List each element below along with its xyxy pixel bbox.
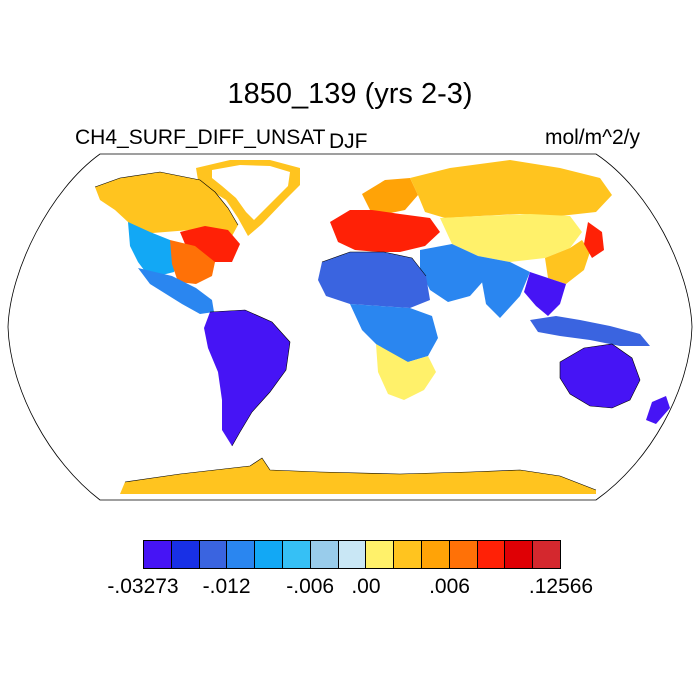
colorbar-box-10 [421, 541, 450, 568]
colorbar-box-1 [171, 541, 200, 568]
colorbar-label: -.03273 [107, 575, 179, 598]
region-south-america: South America [204, 310, 290, 446]
region-north-africa: North Africa [318, 252, 430, 308]
colorbar-label: .00 [351, 575, 381, 598]
region-north-america-boreal: North America (boreal) [95, 172, 238, 238]
region-japan-korea: Japan & Korea [584, 222, 604, 258]
region-scandinavia: Scandinavia [362, 178, 418, 214]
region-europe: Europe [330, 210, 440, 252]
region-southern-africa: Southern Africa [376, 344, 436, 400]
colorbar-box-2 [199, 541, 228, 568]
region-southeast-asia: Southeast Asia [524, 272, 566, 316]
colorbar-label: .006 [429, 575, 470, 598]
colorbar-box-7 [338, 541, 367, 568]
colorbar-box-5 [282, 541, 311, 568]
colorbar-box-8 [366, 541, 395, 568]
greenland-ice [212, 165, 290, 220]
region-china-east: China east [545, 240, 590, 284]
region-mexico-central-america: Mexico & Central America [138, 268, 214, 314]
region-indonesia: Indonesia [530, 316, 650, 346]
region-australia: Australia [560, 344, 640, 408]
season-label: DJF [329, 130, 368, 153]
region-central-asia: Central Asia [440, 214, 582, 262]
colorbar-box-14 [533, 541, 560, 568]
region-middle-east: Middle East [420, 244, 486, 302]
plot-title: 1850_139 (yrs 2-3) [227, 78, 473, 110]
region-western-us: Western US [128, 222, 180, 278]
colorbar-box-11 [449, 541, 478, 568]
colorbar-box-13 [505, 541, 534, 568]
colorbar-box-3 [227, 541, 256, 568]
units-label: mol/m^2/y [544, 126, 640, 149]
region-siberia: Siberia [410, 160, 612, 218]
colorbar-label: -.012 [202, 575, 251, 598]
coastlines [94, 171, 641, 491]
colorbar-box-0 [144, 541, 172, 568]
region-new-zealand: New Zealand [646, 396, 670, 424]
colorbar-label: -.006 [286, 575, 335, 598]
region-eastern-us: Eastern US [170, 240, 215, 284]
region-india: India [478, 256, 530, 318]
colorbar [143, 540, 561, 569]
colorbar-label: .12566 [528, 575, 594, 598]
colorbar-box-6 [310, 541, 339, 568]
variable-label: CH4_SURF_DIFF_UNSAT [75, 126, 326, 149]
region-central-africa: Central Africa [350, 304, 438, 362]
colorbar-box-12 [477, 541, 506, 568]
colorbar-box-9 [394, 541, 422, 568]
colorbar-box-4 [255, 541, 283, 568]
region-antarctica-coast: Antarctica coast [120, 458, 596, 494]
